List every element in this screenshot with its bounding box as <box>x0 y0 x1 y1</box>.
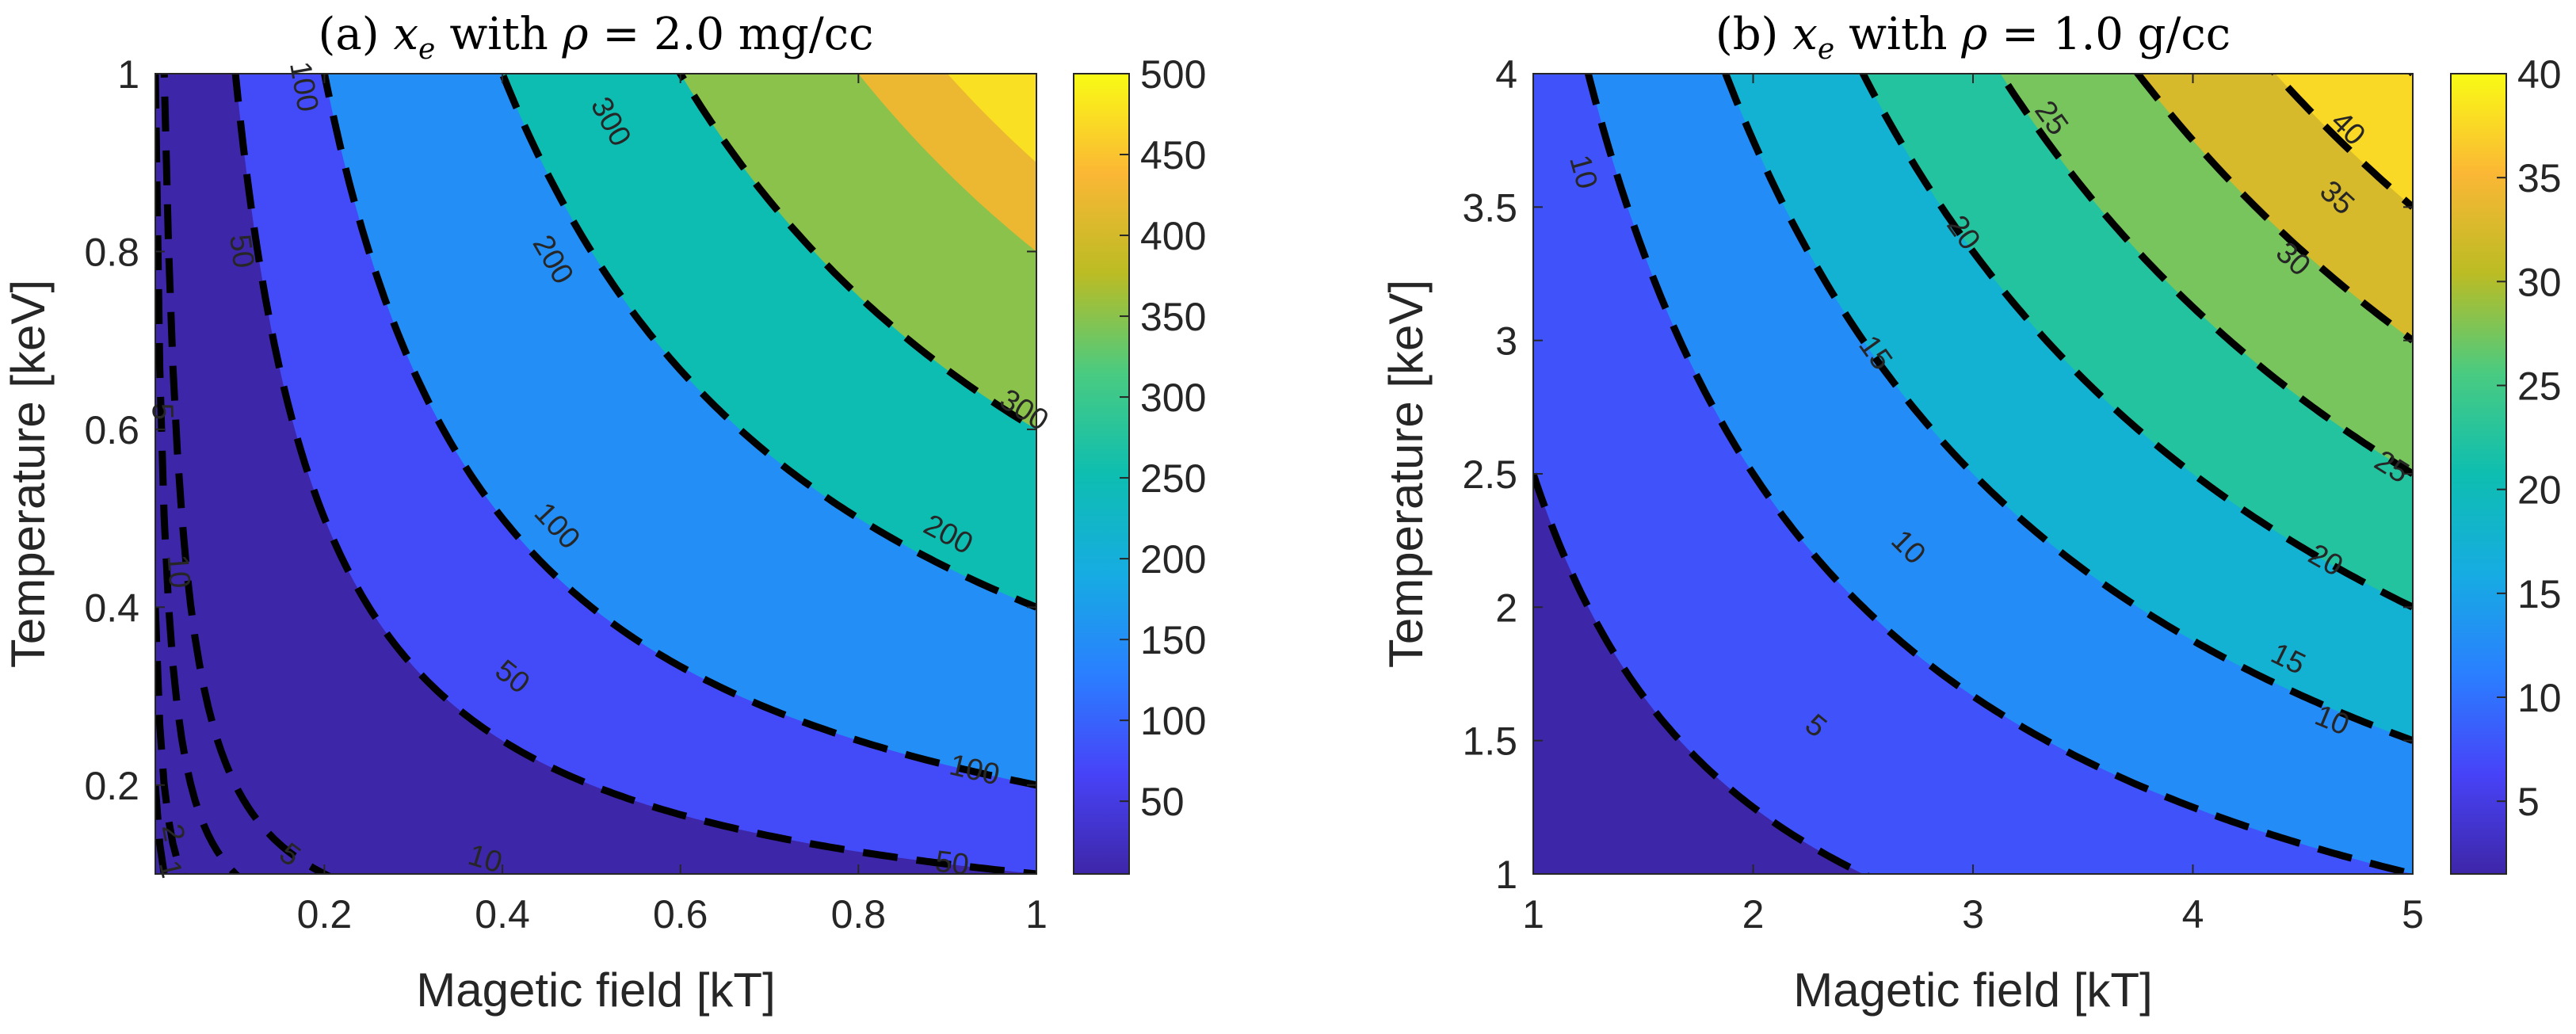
panel-a-contour-label: 50 <box>223 232 260 269</box>
panel-a-contour-line-300 <box>676 74 1036 433</box>
panel-a-colorbar-label: 250 <box>1140 456 1206 501</box>
panel-a-contour-line-1 <box>155 784 168 874</box>
panel-b-colorbar-label: 30 <box>2517 260 2562 304</box>
panel-b-ytick-label: 3.5 <box>1462 185 1517 230</box>
panel-b-colorbar-label: 15 <box>2517 572 2562 616</box>
panel-a-colorbar-label: 350 <box>1140 295 1206 339</box>
panel-b-colorbar-label: 40 <box>2517 52 2562 97</box>
panel-b-colorbar-label: 5 <box>2517 780 2540 824</box>
panel-a-colorbar-label: 450 <box>1140 133 1206 177</box>
panel-a-ytick-label: 0.2 <box>84 764 139 808</box>
panel-b-colorbar-ticks: 5 10 15 20 25 30 35 40 <box>2497 52 2562 824</box>
panel-b-ytick-label: 1.5 <box>1462 719 1517 764</box>
panel-a-ytick-label: 1 <box>117 52 139 97</box>
panel-a-xlabel: Magetic field [kT] <box>416 963 776 1017</box>
panel-a-plot-area <box>155 74 1036 874</box>
panel-b-colorbar-label: 25 <box>2517 364 2562 409</box>
panel-a-ytick-label: 0.6 <box>84 408 139 452</box>
panel-a-ticks: 0.2 0.4 0.6 0.8 1 0.2 0.4 0.6 0.8 1 <box>84 52 1047 937</box>
panel-b-ytick-label: 2.5 <box>1462 452 1517 497</box>
panel-b-contour-line-10 <box>1584 74 2413 874</box>
panel-a-contour-label: 10 <box>160 554 196 589</box>
panel-b-xtick-label: 5 <box>2402 892 2424 937</box>
panel-a-contour-line-2 <box>155 607 186 874</box>
panel-b-colorbar-label: 35 <box>2517 156 2562 200</box>
panel-a-xtick-label: 0.8 <box>831 892 887 937</box>
panel-a-contour-lines <box>155 74 1036 874</box>
panel-a-colorbar-label: 100 <box>1140 699 1206 743</box>
panel-b-xtick-label: 1 <box>1522 892 1544 937</box>
panel-a-colorbar-label: 200 <box>1140 537 1206 582</box>
panel-a-colorbar-ticks: 50 100 150 200 250 300 350 400 450 500 <box>1120 52 1206 824</box>
panel-a-contour-label: 50 <box>933 845 971 882</box>
panel-a-colorbar-gradient <box>1074 74 1129 874</box>
panel-a-contour-line-5 <box>155 74 241 874</box>
panel-a-xtick-label: 0.2 <box>297 892 353 937</box>
panel-b-ytick-label: 3 <box>1495 319 1517 364</box>
panel-a-band-450 <box>947 74 1036 163</box>
panel-a-colorbar-frame <box>1073 73 1130 875</box>
panel-a-colorbar-label: 400 <box>1140 214 1206 258</box>
panel-b-ytick-label: 4 <box>1495 52 1517 97</box>
panel-a: (a) xe with ρ = 2.0 mg/cc 125510105050501… <box>2 9 1206 1017</box>
panel-a-colorbar-label: 300 <box>1140 376 1206 420</box>
panel-a-xtick-label: 0.6 <box>653 892 708 937</box>
panel-b-title: (b) xe with ρ = 1.0 g/cc <box>1715 9 2231 66</box>
panel-b-colorbar-label: 10 <box>2517 676 2562 720</box>
panel-b-ytick-label: 2 <box>1495 586 1517 630</box>
panel-b: (b) xe with ρ = 1.0 g/cc 5101010151520202… <box>1380 9 2562 1017</box>
panel-b-colorbar: 5 10 15 20 25 30 35 40 <box>2450 52 2562 875</box>
panel-a-frame <box>155 73 1037 875</box>
panel-a-colorbar: 50 100 150 200 250 300 350 400 450 500 <box>1073 52 1206 875</box>
panel-a-contour-line-100 <box>320 74 1036 789</box>
panel-b-colorbar-gradient <box>2451 74 2506 874</box>
panel-a-contour-line-50 <box>231 74 1036 874</box>
panel-b-ticks: 1 2 3 4 5 1 1.5 2 2.5 3 3.5 4 <box>1462 52 2423 937</box>
panel-a-xtick-label: 0.4 <box>475 892 530 937</box>
panel-b-contour-line-35 <box>2270 74 2413 210</box>
panel-b-xtick-label: 2 <box>1742 892 1765 937</box>
panel-a-contour-label: 5 <box>145 403 179 420</box>
panel-b-colorbar-frame <box>2450 73 2507 875</box>
panel-a-contour-line-200 <box>498 74 1036 611</box>
panel-a-colorbar-label: 50 <box>1140 780 1185 824</box>
panel-a-ytick-label: 0.4 <box>84 586 139 630</box>
panel-b-ylabel: Temperature [keV] <box>1380 280 1433 668</box>
panel-b-ytick-label: 1 <box>1495 853 1517 897</box>
panel-b-filled-regions <box>1533 74 2413 874</box>
panel-b-plot-area <box>1533 74 2413 874</box>
panel-a-ytick-label: 0.8 <box>84 230 139 274</box>
panel-b-xtick-label: 4 <box>2182 892 2204 937</box>
panel-a-ylabel: Temperature [keV] <box>2 280 55 668</box>
panel-b-xlabel: Magetic field [kT] <box>1793 963 2153 1017</box>
panel-b-contour-line-25 <box>1996 74 2413 477</box>
panel-a-colorbar-label: 500 <box>1140 52 1206 97</box>
panel-b-xtick-label: 3 <box>1962 892 1984 937</box>
panel-a-xtick-label: 1 <box>1025 892 1048 937</box>
panel-b-contour-line-15 <box>1722 74 2413 744</box>
panel-b-contour-lines <box>1533 74 2413 874</box>
panel-b-colorbar-label: 20 <box>2517 468 2562 513</box>
panel-a-colorbar-label: 150 <box>1140 618 1206 662</box>
panel-a-title: (a) xe with ρ = 2.0 mg/cc <box>319 9 874 66</box>
